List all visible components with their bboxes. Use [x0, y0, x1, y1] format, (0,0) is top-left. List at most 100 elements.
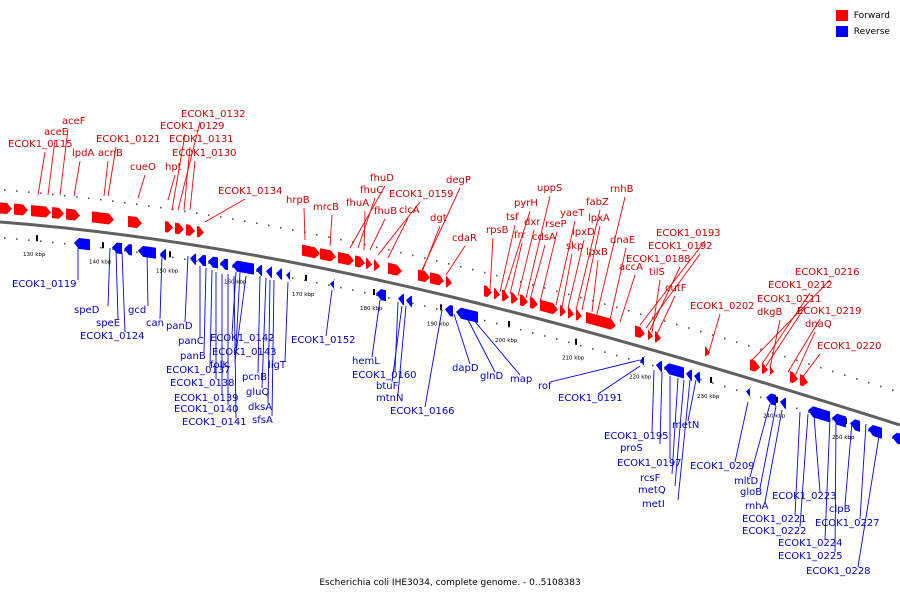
forward-gene-arrow — [52, 207, 64, 219]
track-dot — [592, 348, 594, 350]
reverse-gene-label: btuF — [376, 381, 399, 392]
legend-item-forward: Forward — [835, 9, 890, 22]
forward-gene-leader — [204, 198, 246, 223]
forward-gene-arrow — [769, 364, 774, 377]
track-dot — [352, 289, 354, 291]
forward-gene-label: cueO — [130, 162, 156, 173]
reverse-gene-label: metN — [672, 420, 699, 431]
tick-mark — [776, 396, 778, 403]
forward-gene-arrow — [648, 329, 653, 341]
forward-gene-label: ECOK1_0220 — [817, 341, 882, 352]
forward-gene-label: ECOK1_0188 — [626, 254, 691, 265]
track-dot — [568, 341, 570, 344]
forward-gene-label: lpxD — [572, 227, 595, 238]
track-dot — [124, 249, 126, 252]
forward-gene-label: dxr — [524, 217, 541, 228]
reverse-gene-label: rcsF — [640, 473, 661, 484]
forward-gene-leader — [103, 160, 109, 197]
forward-gene-leader — [609, 247, 627, 321]
reverse-gene-arrow — [256, 264, 262, 277]
forward-gene-arrow — [511, 292, 518, 304]
forward-gene-label: ECOK1_0131 — [169, 134, 234, 145]
reverse-gene-leader — [844, 421, 853, 506]
forward-gene-label: cutF — [665, 283, 687, 294]
track-dot — [544, 335, 546, 337]
forward-gene-arrow — [800, 374, 808, 387]
forward-gene-arrow — [0, 202, 12, 214]
track-dot — [292, 277, 294, 279]
reverse-gene-leader — [794, 411, 801, 516]
forward-gene-leader — [183, 146, 191, 211]
forward-gene-label: aceE — [44, 127, 68, 138]
reverse-gene-label: rof — [538, 381, 552, 392]
forward-gene-label: ECOK1_0159 — [389, 189, 454, 200]
reverse-gene-leader — [471, 317, 521, 376]
forward-gene-label: fhuD — [370, 173, 394, 184]
forward-gene-arrow — [388, 262, 402, 276]
forward-gene-arrow — [186, 224, 195, 236]
forward-gene-arrow — [197, 226, 204, 238]
track-dot — [712, 382, 714, 384]
track-dot — [88, 197, 90, 200]
forward-gene-leader — [794, 331, 816, 377]
track-dot — [472, 268, 474, 271]
forward-gene-arrow — [586, 311, 616, 330]
reverse-gene-label: ECOK1_0223 — [772, 491, 837, 502]
gene-tracks — [0, 202, 900, 445]
forward-gene-label: ECOK1_0134 — [218, 186, 283, 197]
forward-gene-arrow — [494, 287, 500, 300]
reverse-gene-leader — [209, 269, 213, 367]
track-dot — [520, 328, 522, 331]
forward-gene-arrow — [66, 208, 80, 221]
tick-label: 130 kbp — [23, 252, 46, 258]
forward-gene-leader — [801, 353, 821, 379]
reverse-gene-leader — [107, 247, 111, 307]
track-dot — [652, 316, 654, 319]
forward-gene-label: acnB — [98, 148, 123, 159]
reverse-gene-label: clpB — [829, 504, 851, 515]
forward-gene-label: cdaR — [452, 233, 477, 244]
track-dot — [424, 305, 426, 307]
forward-gene-arrow — [790, 371, 798, 384]
track-dot — [520, 280, 522, 283]
track-dot — [388, 249, 390, 251]
reverse-gene-leader — [677, 379, 691, 501]
reverse-gene-arrow — [376, 289, 386, 302]
track-dot — [136, 203, 138, 206]
tick-label: 140 kbp — [89, 259, 112, 265]
forward-gene-leader — [363, 210, 366, 251]
track-dot — [868, 429, 870, 432]
track-dot — [40, 240, 42, 243]
reverse-gene-arrow — [286, 270, 291, 282]
tick-mark — [373, 289, 375, 296]
forward-gene-label: skp — [566, 241, 583, 252]
track-dot — [556, 338, 558, 340]
forward-gene-arrow — [320, 248, 336, 262]
track-dot — [388, 297, 390, 299]
reverse-gene-leader — [834, 419, 837, 553]
tick-mark — [169, 251, 171, 258]
reverse-gene-label: ECOK1_0228 — [806, 566, 871, 577]
track-dot — [700, 378, 702, 381]
track-dot — [652, 364, 654, 367]
forward-gene-label: ECOK1_0121 — [96, 134, 161, 145]
reverse-gene-label: pcnB — [242, 372, 267, 383]
reverse-gene-leader — [597, 365, 641, 395]
reverse-gene-leader — [234, 275, 247, 362]
track-dot — [100, 246, 102, 249]
track-dot — [340, 238, 342, 241]
reverse-gene-arrow — [640, 356, 645, 368]
forward-gene-label: dnaE — [610, 235, 635, 246]
track-dot — [376, 294, 378, 297]
forward-gene-arrow — [560, 304, 566, 317]
reverse-gene-label: ECOK1_0142 — [210, 333, 275, 344]
track-dot — [112, 248, 114, 250]
forward-gene-arrow — [355, 255, 365, 268]
track-dot — [220, 216, 222, 218]
reverse-gene-leader — [325, 289, 333, 337]
forward-gene-arrow — [175, 222, 184, 235]
tick-mark — [36, 235, 38, 242]
forward-gene-label: pyrH — [514, 198, 538, 209]
track-dot — [580, 344, 582, 347]
